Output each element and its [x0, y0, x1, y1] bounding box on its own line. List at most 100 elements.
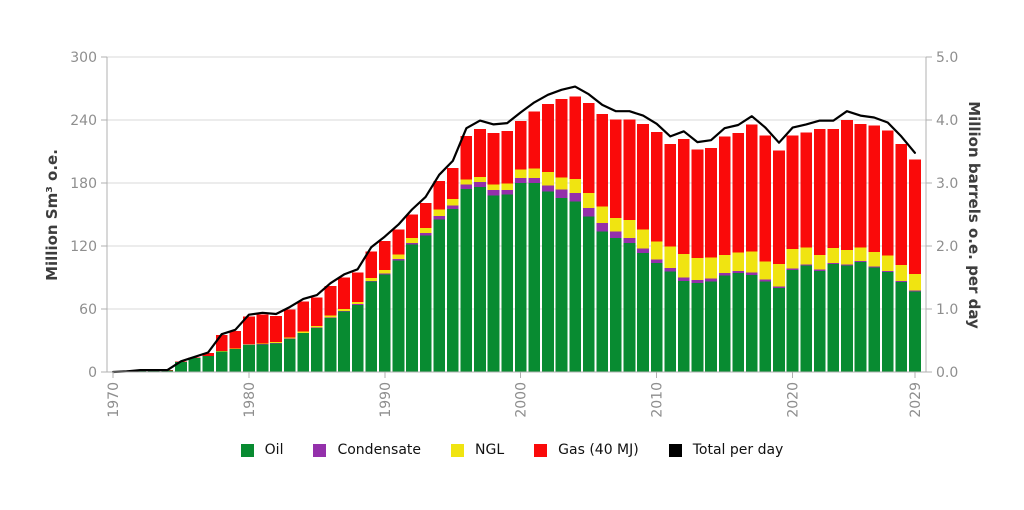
- left-tick-label-300: 300: [70, 50, 97, 66]
- bar-segment-oil: [378, 274, 391, 372]
- bar-2006: [596, 113, 609, 372]
- bar-2020: [786, 135, 799, 372]
- x-tick-label-1970: 1970: [106, 382, 122, 418]
- bar-segment-gas-40-mj-: [909, 159, 921, 275]
- bar-segment-gas-40-mj-: [528, 111, 541, 169]
- bar-2012: [677, 139, 690, 372]
- bar-segment-oil: [569, 201, 581, 372]
- bar-segment-ngl: [419, 227, 432, 233]
- bar-1987: [338, 277, 350, 372]
- bar-1981: [256, 314, 269, 372]
- bar-segment-oil: [311, 327, 323, 372]
- legend-item-ngl: NGL: [451, 442, 504, 458]
- bar-2017: [745, 124, 758, 372]
- bar-segment-gas-40-mj-: [460, 136, 473, 180]
- bar-segment-oil: [202, 355, 214, 372]
- bar-segment-gas-40-mj-: [446, 167, 459, 199]
- bar-1978: [215, 335, 228, 372]
- bar-segment-condensate: [324, 317, 337, 318]
- bar-segment-gas-40-mj-: [705, 148, 717, 258]
- bar-segment-condensate: [691, 279, 704, 284]
- bar-segment-gas-40-mj-: [406, 214, 418, 239]
- x-tick-label-2000: 2000: [514, 382, 530, 418]
- bar-segment-gas-40-mj-: [895, 143, 908, 265]
- bar-2001: [528, 111, 541, 372]
- bar-segment-condensate: [854, 260, 867, 263]
- bar-1983: [283, 309, 296, 372]
- bar-segment-ngl: [745, 251, 758, 273]
- bar-segment-ngl: [474, 176, 486, 183]
- right-tick-label-4.0: 4.0: [936, 113, 958, 129]
- bar-segment-gas-40-mj-: [555, 98, 568, 178]
- bar-2000: [514, 121, 527, 372]
- left-tick-label-120: 120: [70, 239, 97, 255]
- bar-2014: [705, 148, 717, 372]
- bar-2019: [773, 150, 785, 372]
- bar-segment-condensate: [501, 190, 514, 195]
- bar-segment-oil: [800, 265, 813, 372]
- legend-label: Oil: [264, 442, 284, 458]
- bar-segment-oil: [705, 281, 717, 372]
- bar-segment-ngl: [501, 183, 514, 191]
- bar-segment-gas-40-mj-: [474, 128, 486, 177]
- bar-segment-gas-40-mj-: [813, 128, 826, 255]
- bar-2010: [650, 131, 663, 372]
- bar-segment-ngl: [732, 252, 745, 271]
- bar-segment-condensate: [365, 280, 378, 282]
- bar-segment-oil: [229, 348, 242, 372]
- bar-segment-condensate: [813, 269, 826, 271]
- bar-segment-gas-40-mj-: [365, 251, 378, 279]
- bar-segment-gas-40-mj-: [759, 135, 772, 262]
- bar-segment-gas-40-mj-: [582, 103, 595, 194]
- bar-1994: [433, 181, 446, 372]
- bar-segment-condensate: [650, 259, 663, 264]
- bar-segment-ngl: [487, 184, 500, 191]
- bar-2026: [868, 125, 880, 372]
- bar-segment-gas-40-mj-: [868, 125, 880, 253]
- bar-2021: [800, 132, 813, 372]
- bar-segment-ngl: [378, 270, 391, 274]
- bar-segment-oil: [243, 344, 255, 372]
- bar-segment-ngl: [542, 171, 554, 186]
- bar-segment-ngl: [854, 247, 867, 261]
- bar-segment-oil: [283, 338, 296, 372]
- bar-segment-gas-40-mj-: [637, 123, 649, 230]
- bar-segment-condensate: [338, 310, 350, 312]
- bar-segment-gas-40-mj-: [800, 132, 813, 248]
- bar-segment-gas-40-mj-: [718, 136, 731, 255]
- legend-label: Condensate: [337, 442, 422, 458]
- left-tick-label-180: 180: [70, 176, 97, 192]
- bar-1996: [460, 136, 473, 372]
- legend-label: Total per day: [692, 442, 784, 458]
- bar-2011: [664, 143, 677, 372]
- bar-1999: [501, 131, 514, 372]
- bar-segment-condensate: [406, 242, 418, 245]
- bar-segment-condensate: [732, 270, 745, 274]
- bar-1989: [365, 251, 378, 372]
- bar-segment-gas-40-mj-: [256, 314, 269, 344]
- x-tick-label-2029: 2029: [908, 382, 924, 418]
- bar-segment-oil: [623, 243, 636, 372]
- bar-segment-gas-40-mj-: [677, 139, 690, 255]
- bar-1985: [311, 297, 323, 372]
- bar-segment-condensate: [800, 264, 813, 266]
- right-tick-label-1.0: 1.0: [936, 302, 958, 318]
- bar-segment-ngl: [555, 177, 568, 190]
- bar-segment-ngl: [868, 252, 880, 267]
- bar-segment-oil: [664, 271, 677, 372]
- bar-segment-oil: [256, 344, 269, 372]
- bar-1991: [392, 229, 405, 372]
- bar-segment-ngl: [623, 219, 636, 239]
- bar-segment-ngl: [528, 168, 541, 178]
- bar-2004: [569, 96, 581, 372]
- bar-1976: [188, 357, 201, 372]
- bar-segment-ngl: [610, 217, 622, 232]
- bar-segment-condensate: [895, 280, 908, 283]
- bar-segment-ngl: [283, 337, 296, 339]
- bar-segment-ngl: [718, 254, 731, 273]
- bar-segment-condensate: [555, 189, 568, 199]
- bar-segment-oil: [487, 195, 500, 372]
- bar-segment-ngl: [759, 261, 772, 280]
- bar-1992: [406, 214, 418, 372]
- bar-segment-gas-40-mj-: [881, 130, 894, 256]
